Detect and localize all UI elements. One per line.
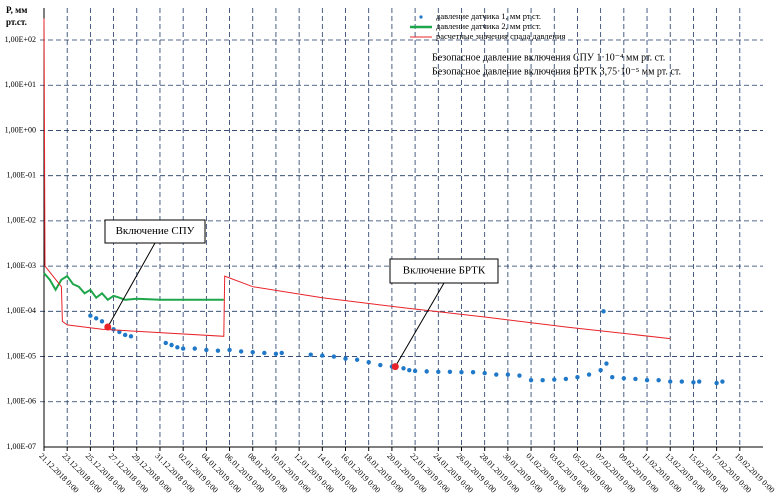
- data-point: [273, 351, 279, 357]
- y-tick-label: 1,00E+01: [5, 80, 36, 89]
- legend-marker: [419, 15, 423, 19]
- data-point: [656, 378, 661, 383]
- data-point: [668, 379, 673, 384]
- data-point: [331, 354, 337, 359]
- annotation-label: Включение СПУ: [116, 225, 195, 237]
- data-point: [378, 362, 383, 368]
- legend-label: расчетные значения спада давления: [436, 31, 565, 41]
- data-point: [343, 356, 348, 361]
- data-point: [586, 372, 592, 377]
- data-point: [459, 370, 464, 375]
- legend-label: давление датчика 2, мм рт.ст.: [436, 21, 541, 31]
- y-tick-label: 1,00E-01: [6, 170, 36, 179]
- data-point: [601, 309, 606, 314]
- annotation-point: [104, 323, 112, 331]
- data-point: [517, 373, 522, 378]
- y-tick-label: 1,00E-02: [6, 216, 36, 225]
- data-point: [111, 327, 116, 332]
- data-line: [43, 18, 671, 340]
- data-point: [482, 370, 487, 376]
- data-point: [505, 372, 511, 377]
- data-point: [180, 346, 186, 351]
- data-point: [604, 361, 609, 366]
- data-point: [204, 347, 209, 353]
- data-point: [610, 374, 615, 380]
- data-point: [354, 357, 360, 362]
- data-point: [697, 379, 702, 384]
- data-point: [250, 349, 255, 355]
- data-point: [215, 348, 221, 353]
- data-point: [552, 377, 557, 382]
- y-tick-label: 1,00E-07: [6, 442, 36, 451]
- data-point: [470, 370, 476, 375]
- note: Безопасное давление включения СПУ 1·10⁻⁴…: [432, 52, 665, 63]
- data-point: [691, 380, 696, 385]
- data-point: [122, 332, 128, 338]
- data-point: [621, 376, 627, 381]
- data-point: [238, 349, 244, 354]
- data-point: [598, 367, 603, 373]
- annotation-point: [391, 363, 399, 371]
- data-point: [436, 369, 441, 375]
- data-point: [169, 342, 174, 348]
- data-point: [575, 374, 580, 380]
- legend-label: давление датчика 1, мм рт.ст.: [436, 11, 541, 21]
- data-point: [644, 378, 650, 383]
- data-point: [128, 334, 134, 339]
- data-point: [99, 319, 105, 324]
- data-point: [88, 313, 93, 318]
- data-point: [227, 347, 232, 353]
- data-point: [320, 353, 325, 358]
- data-point: [175, 345, 180, 350]
- annotation-arrow: [394, 282, 445, 367]
- data-point: [540, 378, 545, 383]
- data-point: [528, 378, 534, 383]
- data-point: [93, 316, 99, 321]
- y-tick-label: 1,00E-04: [6, 306, 36, 315]
- annotation-arrow: [107, 242, 156, 328]
- x-tick-label: 19.02.2019 0:00: [733, 451, 776, 494]
- annotation-label: Включение БРТК: [403, 265, 486, 277]
- data-point: [262, 350, 267, 356]
- data-point: [494, 372, 499, 377]
- data-point: [424, 369, 429, 374]
- data-point: [720, 379, 725, 384]
- data-point: [679, 379, 685, 384]
- annotation-box: [389, 258, 499, 284]
- annotation-box: [104, 219, 206, 244]
- data-point: [407, 367, 412, 373]
- data-point: [192, 346, 197, 351]
- data-point: [279, 350, 284, 356]
- data-point: [366, 360, 371, 365]
- y-tick-label: 1,00E-05: [6, 351, 36, 360]
- y-axis-label: P, мм рт.ст.: [6, 5, 28, 27]
- data-line: [43, 272, 224, 302]
- data-point: [447, 369, 453, 375]
- y-tick-label: 1,00E+02: [5, 35, 36, 44]
- data-point: [563, 376, 569, 382]
- data-point: [308, 352, 313, 357]
- data-point: [412, 368, 418, 374]
- data-point: [633, 376, 638, 382]
- note: Безопасное давление включения БРТК 3,75·…: [432, 66, 681, 77]
- data-point: [401, 366, 406, 371]
- y-tick-label: 1,00E+00: [5, 125, 36, 134]
- data-point: [714, 380, 719, 386]
- y-tick-label: 1,00E-03: [6, 261, 36, 270]
- y-tick-label: 1,00E-06: [6, 397, 36, 406]
- data-point: [163, 340, 168, 346]
